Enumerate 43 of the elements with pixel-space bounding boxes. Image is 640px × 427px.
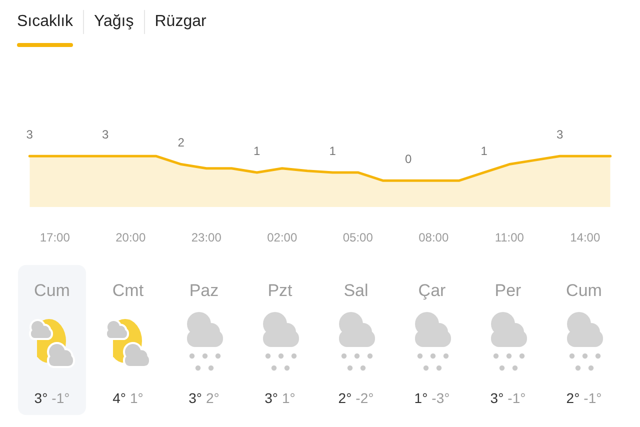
category-label: Çar <box>417 280 447 302</box>
text: 3° <box>34 390 48 406</box>
data-label: 3 <box>102 127 110 142</box>
text: 1° <box>130 390 144 406</box>
x-tick-label: 17:00 <box>40 230 70 245</box>
x-tick-label: 05:00 <box>342 230 374 245</box>
data-label: 2 <box>178 136 185 150</box>
x-tick-label: 23:00 <box>191 230 222 245</box>
text: 2° <box>338 390 352 406</box>
data-label: 1 <box>254 144 261 158</box>
data-label: 3 <box>556 127 564 142</box>
text: -1° <box>508 390 526 406</box>
x-tick-label: 11:00 <box>494 230 524 245</box>
text: -2° <box>356 390 374 406</box>
category-label: Cmt <box>111 280 145 302</box>
text: Yağış <box>94 12 134 32</box>
text: 3° <box>188 390 202 406</box>
text: Rüzgar <box>154 12 206 32</box>
category-label: Paz <box>188 280 220 302</box>
text: 3° <box>264 390 278 406</box>
text: 1° <box>282 390 296 406</box>
text: -3° <box>432 390 450 406</box>
x-tick-label: 14:00 <box>570 230 600 245</box>
data-label: 1 <box>329 144 336 158</box>
x-tick-label: 02:00 <box>267 230 298 245</box>
text: 2° <box>206 390 220 406</box>
x-tick-label: 20:00 <box>116 230 146 245</box>
data-label: 0 <box>405 152 412 166</box>
text: 3° <box>490 390 504 406</box>
text: 4° <box>112 390 126 406</box>
text: -1° <box>584 390 602 406</box>
category-label: Per <box>494 280 522 302</box>
category-label: Sal <box>342 280 370 302</box>
category-label: Pzt <box>266 280 294 302</box>
category-label: Cum <box>33 280 71 302</box>
text: -1° <box>52 390 70 406</box>
x-tick-label: 08:00 <box>418 230 449 245</box>
text: 2° <box>566 390 580 406</box>
text: 1° <box>414 390 428 406</box>
chart-title: Sıcaklık <box>17 12 74 32</box>
category-label: Cum <box>565 280 603 302</box>
data-label: 1 <box>480 144 488 158</box>
data-label: 3 <box>26 127 34 142</box>
